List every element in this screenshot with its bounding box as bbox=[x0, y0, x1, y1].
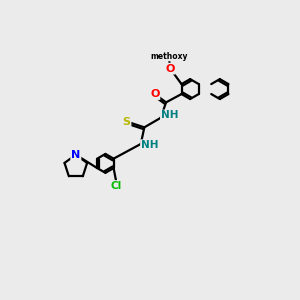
Text: N: N bbox=[71, 150, 80, 160]
Text: S: S bbox=[122, 117, 130, 127]
Text: methoxy: methoxy bbox=[150, 52, 188, 61]
Text: Cl: Cl bbox=[111, 181, 122, 191]
Text: O: O bbox=[166, 64, 175, 74]
Text: NH: NH bbox=[141, 140, 158, 150]
Text: NH: NH bbox=[161, 110, 178, 120]
Text: O: O bbox=[150, 89, 159, 99]
